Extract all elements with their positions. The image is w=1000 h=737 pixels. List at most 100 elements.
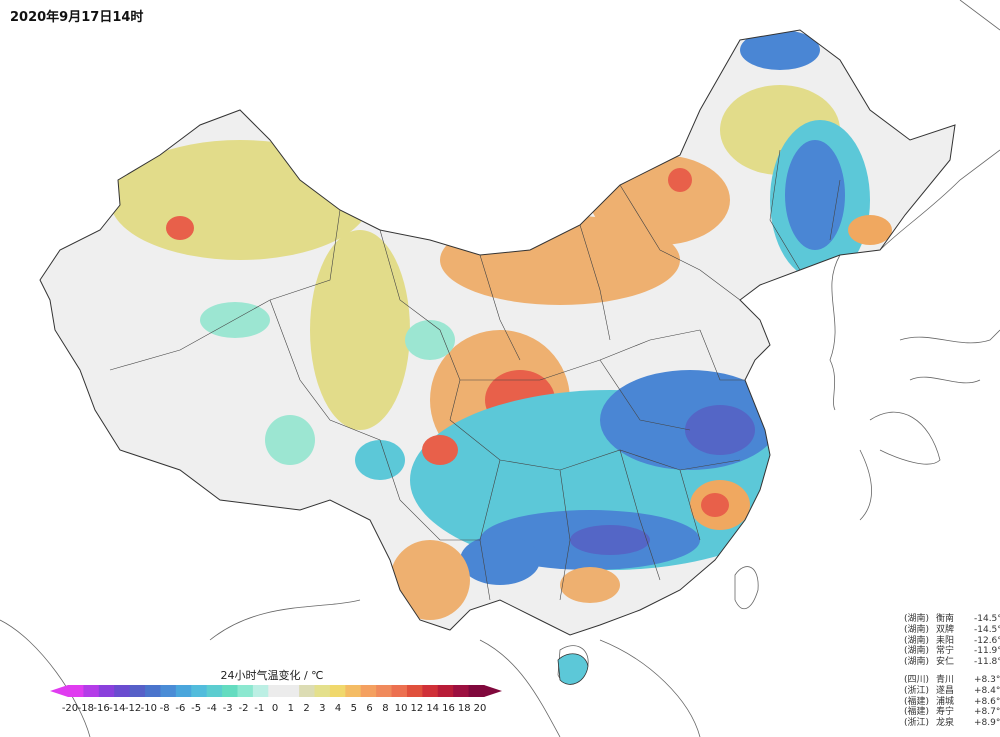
station-value: -12.6°C bbox=[974, 635, 1000, 646]
legend-swatch bbox=[252, 685, 269, 697]
station-value: -14.5°C bbox=[974, 614, 1000, 624]
legend-swatch bbox=[191, 685, 208, 697]
station-province: (湖南) bbox=[904, 646, 930, 657]
legend-swatch bbox=[83, 685, 100, 697]
legend-swatch bbox=[206, 685, 223, 697]
station-province: (福建) bbox=[904, 707, 930, 718]
legend-swatch bbox=[468, 685, 485, 697]
station-row: (湖南) 常宁 -11.9°C bbox=[904, 646, 1000, 657]
legend-tick-label: 16 bbox=[442, 703, 455, 714]
map-title: 2020年9月17日14时 bbox=[10, 10, 144, 25]
legend-tick-label: -20 bbox=[61, 703, 79, 714]
legend-swatch bbox=[345, 685, 362, 697]
legend-swatch bbox=[391, 685, 408, 697]
legend-tick-label: 10 bbox=[394, 703, 408, 714]
station-value: -11.8°C bbox=[974, 657, 1000, 668]
legend-max-arrow bbox=[484, 685, 502, 697]
station-province: (湖南) bbox=[904, 614, 930, 624]
legend-tick-label: -6 bbox=[175, 703, 186, 714]
legend-swatch bbox=[160, 685, 177, 697]
legend-tick-label: 20 bbox=[473, 703, 487, 714]
legend-tick-label: 8 bbox=[382, 703, 389, 714]
station-row: (浙江) 遂昌 +8.4°C bbox=[904, 686, 1000, 697]
station-row: (福建) 浦城 +8.6°C bbox=[904, 697, 1000, 708]
station-row: (浙江) 龙泉 +8.9°C bbox=[904, 718, 1000, 729]
legend-tick-label: 12 bbox=[410, 703, 424, 714]
station-row: (福建) 寿宁 +8.7°C bbox=[904, 707, 1000, 718]
legend-swatch bbox=[422, 685, 439, 697]
station-value: +8.7°C bbox=[974, 707, 1000, 718]
station-row: (湖南) 双牌 -14.5°C bbox=[904, 625, 1000, 636]
legend-swatch bbox=[437, 685, 454, 697]
legend-tick-label: -18 bbox=[77, 703, 94, 714]
station-value: +8.4°C bbox=[974, 685, 1000, 696]
station-name: 耒阳 bbox=[936, 635, 955, 646]
station-value: +8.9°C bbox=[974, 718, 1000, 729]
legend-tick-label: -5 bbox=[191, 703, 202, 714]
station-value: +8.3°C bbox=[974, 674, 1000, 685]
legend-tick-label: -1 bbox=[254, 703, 265, 714]
legend-tick-label: 2 bbox=[303, 703, 310, 714]
legend-tick-label: 3 bbox=[319, 703, 326, 714]
legend-colorbar bbox=[50, 685, 502, 697]
legend-swatch bbox=[360, 685, 377, 697]
legend-swatch bbox=[453, 685, 470, 697]
station-list: (湖南)衡南-14.5°C(湖南)双牌-14.5°C(湖南)耒阳-12.6°C(… bbox=[904, 614, 1000, 729]
legend-tick-label: -3 bbox=[222, 703, 233, 714]
legend-tick-label: -14 bbox=[109, 703, 126, 714]
legend-swatch bbox=[237, 685, 254, 697]
hainan-island bbox=[557, 653, 589, 685]
station-row: (湖南) 安仁 -11.8°C bbox=[904, 657, 1000, 668]
legend-swatch bbox=[98, 685, 115, 697]
legend-tick-label: 5 bbox=[350, 703, 358, 714]
warming-station-list: (四川)青川+8.3°C(浙江)遂昌+8.4°C(福建)浦城+8.6°C(福建)… bbox=[904, 675, 1000, 729]
station-name: 衡南 bbox=[936, 614, 955, 624]
legend-min-arrow bbox=[50, 685, 68, 697]
station-province: (湖南) bbox=[904, 635, 930, 646]
station-province: (四川) bbox=[904, 674, 930, 685]
legend-tick-label: 4 bbox=[334, 703, 342, 714]
legend-tick-label: 14 bbox=[426, 703, 440, 714]
station-name: 常宁 bbox=[936, 646, 955, 657]
china-border bbox=[39, 29, 956, 636]
station-value: -14.5°C bbox=[974, 624, 1000, 635]
station-province: (湖南) bbox=[904, 624, 930, 635]
station-name: 浦城 bbox=[936, 696, 955, 707]
legend-tick-label: -4 bbox=[206, 703, 217, 714]
station-name: 双牌 bbox=[936, 624, 955, 635]
legend-swatch bbox=[314, 685, 331, 697]
legend-tick-label: 1 bbox=[287, 703, 294, 714]
station-name: 寿宁 bbox=[936, 707, 955, 718]
station-name: 安仁 bbox=[936, 657, 955, 668]
station-name: 遂昌 bbox=[936, 685, 955, 696]
legend-swatch bbox=[299, 685, 316, 697]
legend-swatch bbox=[268, 685, 285, 697]
station-province: (福建) bbox=[904, 696, 930, 707]
legend-swatch bbox=[376, 685, 393, 697]
legend-swatch bbox=[222, 685, 238, 697]
legend-tick-label: -10 bbox=[140, 703, 158, 714]
station-row: (四川) 青川 +8.3°C bbox=[904, 675, 1000, 686]
cooling-station-list: (湖南)衡南-14.5°C(湖南)双牌-14.5°C(湖南)耒阳-12.6°C(… bbox=[904, 614, 1000, 668]
station-province: (湖南) bbox=[904, 657, 930, 668]
legend-swatch bbox=[283, 685, 300, 697]
station-row: (湖南) 耒阳 -12.6°C bbox=[904, 636, 1000, 647]
legend-swatch bbox=[114, 685, 131, 697]
station-province: (浙江) bbox=[904, 718, 930, 729]
legend-tick-label: 18 bbox=[457, 703, 471, 714]
legend-tick-label: -8 bbox=[159, 703, 170, 714]
legend-swatch bbox=[145, 685, 161, 697]
station-value: -11.9°C bbox=[974, 646, 1000, 657]
station-value: +8.6°C bbox=[974, 696, 1000, 707]
station-row: (湖南) 衡南 -14.5°C bbox=[904, 614, 1000, 625]
legend-tick-label: -16 bbox=[93, 703, 110, 714]
station-name: 青川 bbox=[936, 674, 955, 685]
legend-swatch bbox=[329, 685, 346, 697]
station-name: 龙泉 bbox=[936, 718, 955, 729]
legend-swatch bbox=[406, 685, 423, 697]
legend-title: 24小时气温变化 / ℃ bbox=[220, 669, 324, 682]
legend-tick-label: 6 bbox=[366, 703, 373, 714]
